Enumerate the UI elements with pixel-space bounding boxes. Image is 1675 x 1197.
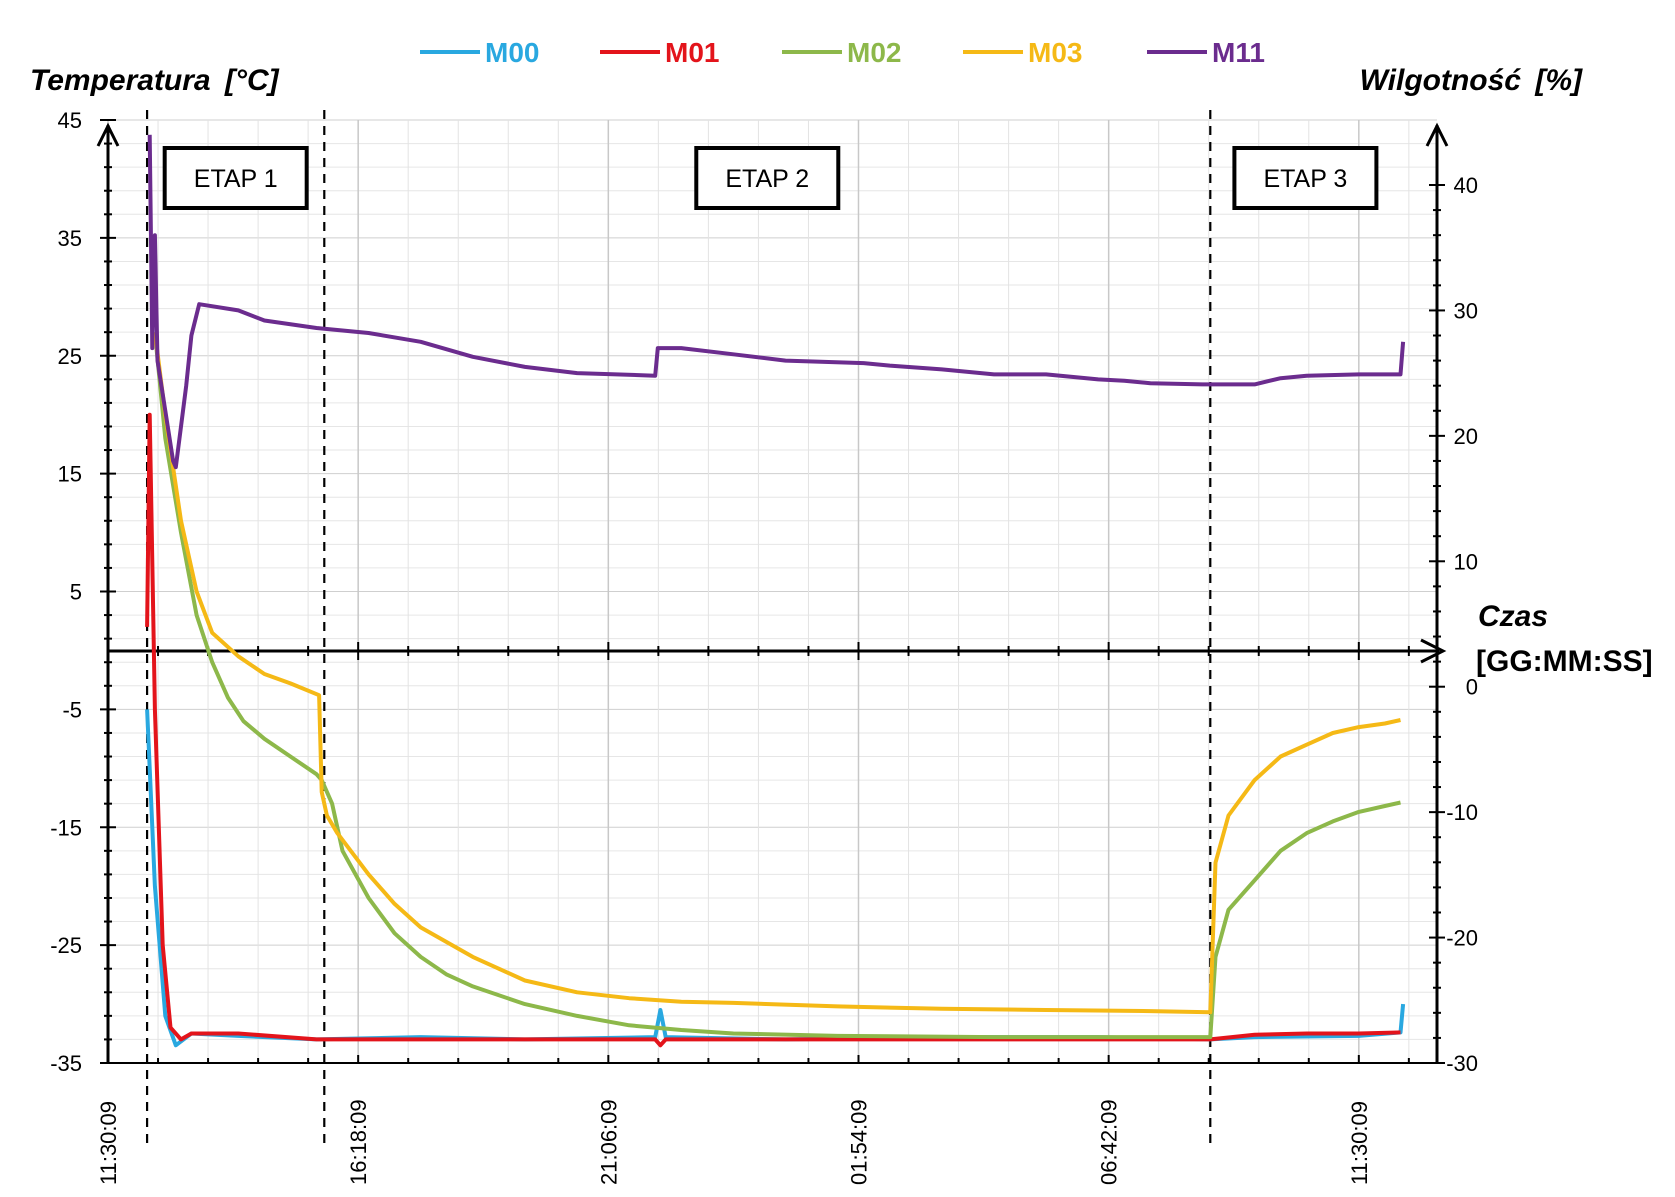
left-y-tick-label: 45 [58,108,82,133]
stage-box [162,146,309,210]
right-y-axis-arrow [1425,122,1449,147]
x-axis-arrow [1420,638,1447,664]
stage-label: ETAP 2 [725,165,809,193]
stage-label: ETAP 1 [194,165,278,193]
right-y-tick-label: -30 [1446,1051,1478,1076]
stage-box [694,146,841,210]
series-line-m02 [152,332,1401,1040]
right-y-tick-label: 40 [1454,173,1478,198]
left-y-tick-label: 15 [58,462,82,487]
legend-label-m03: M03 [1028,37,1082,68]
x-tick-label: 11:30:09 [96,1101,121,1185]
series-line-m11 [147,134,1406,470]
left-y-tick-label: -15 [50,815,82,840]
axes [96,119,1449,1064]
stage-markers: ETAP 1 ETAP 2 ETAP 3 [145,110,1379,1145]
series [145,134,1406,1048]
left-y-tick-label: 5 [70,580,82,605]
x-axis-title: Czas [1478,600,1548,633]
right-y-tick-label: -20 [1446,926,1478,951]
legend-label-m11: M11 [1212,37,1265,68]
left-y-tick-label: 25 [58,344,82,369]
left-y-tick-label: 35 [58,226,82,251]
x-tick-label: 11:30:09 [1347,1101,1372,1185]
right-y-tick-label: 30 [1454,298,1478,323]
x-axis-unit: [GG:MM:SS] [1476,645,1653,678]
right-y-tick-label: 20 [1454,424,1478,449]
right-y-tick-label: 10 [1454,549,1478,574]
legend-label-m00: M00 [485,37,539,68]
series-line-m03 [152,331,1401,1015]
x-tick-label: 16:18:09 [346,1099,371,1185]
stage-box [1232,146,1379,210]
legend-label-m02: M02 [847,37,901,68]
x-tick-label: 21:06:09 [596,1099,621,1185]
left-axis-title: Temperatura [°C] [30,64,280,97]
tick-labels: 45 35 25 15 5 -5 -15 -25 -35 40 30 20 10 0 -10 -20 -30 11… [50,108,1478,1185]
x-tick-label: 01:54:09 [846,1099,871,1185]
series-line-m01 [145,412,1401,1048]
left-y-tick-label: -5 [62,697,82,722]
legend: M00 M01 M02 M03 M11 [420,37,1265,68]
right-axis-title: Wilgotność [%] [1360,64,1583,97]
left-y-tick-label: -25 [50,933,82,958]
right-y-tick-label: -10 [1446,800,1478,825]
left-y-axis-arrow [96,122,120,147]
stage-label: ETAP 3 [1263,165,1347,193]
right-y-tick-label: 0 [1466,675,1478,700]
legend-label-m01: M01 [665,37,719,68]
x-tick-label: 06:42:09 [1097,1099,1122,1185]
grid [107,119,1437,1064]
left-y-tick-label: -35 [50,1051,82,1076]
